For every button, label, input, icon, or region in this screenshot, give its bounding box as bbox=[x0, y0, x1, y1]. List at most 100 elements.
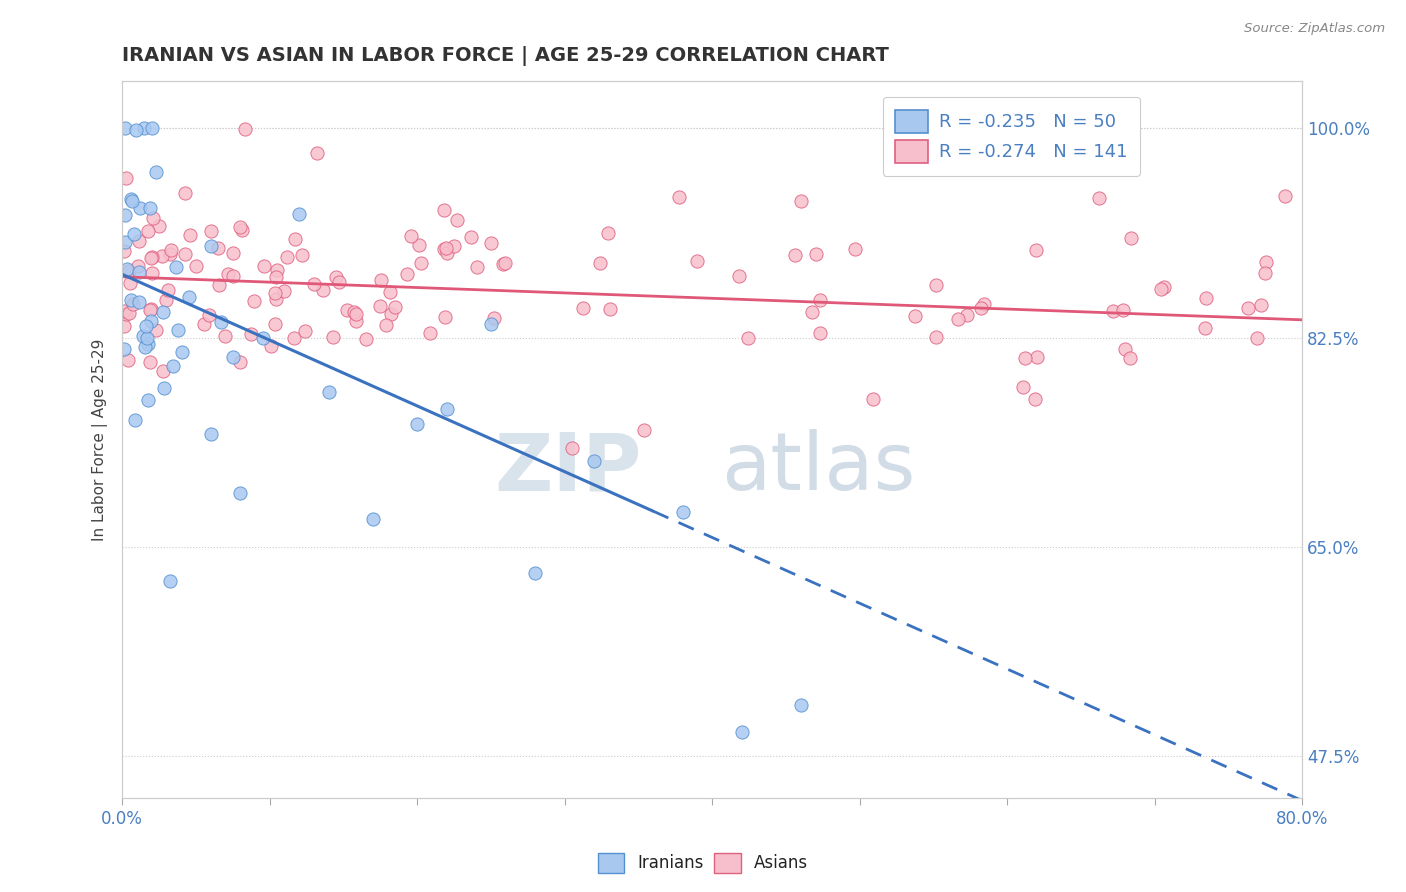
Point bbox=[1150, 282, 1173, 296]
Point bbox=[193, 318, 215, 332]
Point bbox=[344, 314, 367, 328]
Point bbox=[252, 331, 274, 345]
Point bbox=[1246, 330, 1268, 344]
Point bbox=[273, 284, 295, 298]
Point bbox=[572, 301, 595, 315]
Point bbox=[260, 339, 283, 353]
Point bbox=[134, 339, 156, 353]
Point bbox=[159, 574, 181, 588]
Point bbox=[1012, 380, 1035, 394]
Point bbox=[222, 245, 245, 260]
Point bbox=[789, 698, 811, 712]
Point bbox=[399, 228, 422, 243]
Point bbox=[142, 211, 165, 226]
Point bbox=[1153, 280, 1175, 294]
Point bbox=[291, 248, 314, 262]
Point bbox=[686, 254, 709, 268]
Point bbox=[800, 305, 823, 319]
Point bbox=[112, 342, 135, 356]
Legend: R = -0.235   N = 50, R = -0.274   N = 141: R = -0.235 N = 50, R = -0.274 N = 141 bbox=[883, 97, 1140, 176]
Text: atlas: atlas bbox=[721, 429, 915, 507]
Point bbox=[139, 355, 162, 369]
Point bbox=[370, 273, 392, 287]
Point bbox=[1025, 244, 1047, 258]
Point bbox=[184, 259, 207, 273]
Point bbox=[221, 269, 243, 284]
Point bbox=[970, 301, 993, 315]
Point bbox=[114, 121, 136, 136]
Point bbox=[122, 227, 145, 242]
Point bbox=[209, 315, 232, 329]
Point bbox=[132, 329, 155, 343]
Point bbox=[804, 247, 827, 261]
Point bbox=[128, 265, 150, 279]
Point bbox=[434, 241, 457, 255]
Point bbox=[141, 252, 163, 266]
Point bbox=[136, 336, 159, 351]
Point bbox=[599, 301, 621, 316]
Point bbox=[208, 278, 231, 293]
Point bbox=[730, 724, 752, 739]
Point bbox=[124, 413, 146, 427]
Point bbox=[222, 350, 245, 364]
Point bbox=[200, 239, 222, 253]
Point bbox=[125, 122, 148, 136]
Point bbox=[214, 328, 236, 343]
Point bbox=[233, 122, 256, 136]
Point bbox=[179, 290, 201, 304]
Point bbox=[380, 307, 402, 321]
Point bbox=[925, 278, 948, 293]
Point bbox=[127, 259, 149, 273]
Point bbox=[117, 352, 139, 367]
Point bbox=[141, 266, 163, 280]
Point bbox=[159, 247, 181, 261]
Point bbox=[737, 330, 759, 344]
Point bbox=[844, 242, 866, 256]
Point bbox=[266, 292, 288, 306]
Point bbox=[1024, 392, 1046, 407]
Point bbox=[433, 203, 456, 218]
Point bbox=[588, 256, 610, 270]
Point bbox=[368, 300, 391, 314]
Point bbox=[436, 246, 458, 260]
Point bbox=[112, 304, 135, 318]
Point bbox=[411, 256, 433, 270]
Point bbox=[264, 317, 287, 331]
Point bbox=[904, 309, 927, 323]
Point bbox=[179, 228, 201, 243]
Point bbox=[115, 171, 138, 186]
Point bbox=[266, 269, 288, 284]
Point bbox=[561, 441, 583, 455]
Point bbox=[1026, 351, 1049, 365]
Point bbox=[436, 402, 458, 417]
Point bbox=[114, 306, 136, 320]
Point bbox=[120, 277, 142, 291]
Point bbox=[120, 192, 142, 206]
Point bbox=[325, 270, 347, 285]
Point bbox=[862, 392, 884, 407]
Point bbox=[162, 359, 184, 374]
Text: IRANIAN VS ASIAN IN LABOR FORCE | AGE 25-29 CORRELATION CHART: IRANIAN VS ASIAN IN LABOR FORCE | AGE 25… bbox=[122, 46, 889, 66]
Point bbox=[328, 275, 350, 289]
Point bbox=[200, 224, 222, 238]
Point bbox=[117, 261, 139, 276]
Point bbox=[136, 393, 159, 408]
Point bbox=[243, 294, 266, 309]
Point bbox=[128, 295, 150, 310]
Point bbox=[1195, 292, 1218, 306]
Point bbox=[136, 331, 159, 345]
Point bbox=[150, 249, 173, 263]
Point bbox=[1250, 298, 1272, 312]
Point bbox=[229, 486, 252, 500]
Point bbox=[276, 250, 298, 264]
Text: Source: ZipAtlas.com: Source: ZipAtlas.com bbox=[1244, 22, 1385, 36]
Point bbox=[479, 317, 502, 331]
Point bbox=[1274, 188, 1296, 202]
Point bbox=[172, 345, 194, 359]
Point bbox=[322, 330, 344, 344]
Point bbox=[1112, 302, 1135, 317]
Point bbox=[141, 302, 163, 317]
Point bbox=[443, 239, 465, 253]
Point bbox=[153, 381, 176, 395]
Point bbox=[336, 302, 359, 317]
